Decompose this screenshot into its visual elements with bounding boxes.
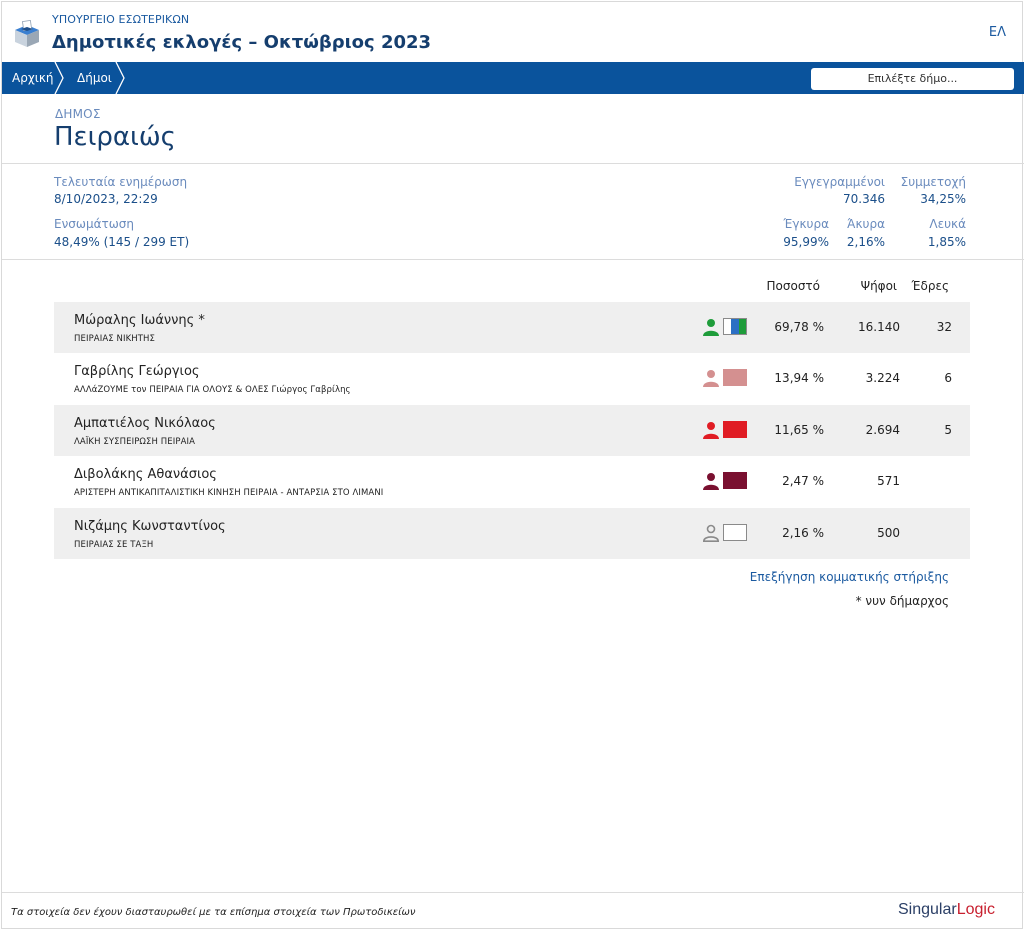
party-name: ΑΛΛάΖΟΥΜΕ τον ΠΕΙΡΑΙΑ ΓΙΑ ΟΛΟΥΣ & ΟΛΕΣ Γ… [74,385,351,395]
seats-value: 32 [936,320,952,334]
party-color-swatch [723,421,747,438]
breadcrumb-home[interactable]: Αρχική [12,71,54,85]
site-header: ΥΠΟΥΡΓΕΙΟ ΕΣΩΤΕΡΙΚΩΝ Δημοτικές εκλογές –… [2,2,1024,62]
incumbent-note: * νυν δήμαρχος [855,594,949,608]
language-switch[interactable]: ΕΛ [988,25,1006,40]
invalid-value: 2,16% [846,235,885,249]
registered-label: Εγγεγραμμένοι [794,175,885,189]
table-row[interactable]: Μώραλης Ιωάννης * ΠΕΙΡΑΙΑΣ ΝΙΚΗΤΗΣ 69,78… [54,302,970,353]
seats-value: 6 [944,371,952,385]
divider [2,259,1024,260]
integration-value: 48,49% (145 / 299 ΕΤ) [54,235,190,249]
brand-part-1: Singular [898,901,957,918]
column-header-votes: Ψήφοι [860,279,897,293]
brand-logo[interactable]: SingularLogic [898,901,995,919]
municipality-label: ΔΗΜΟΣ [55,107,101,121]
table-row[interactable]: Νιζάμης Κωνσταντίνος ΠΕΙΡΑΙΑΣ ΣΕ ΤΑΞΗ 2,… [54,508,970,559]
party-color-swatch [723,369,747,386]
turnout-value: 34,25% [920,192,966,206]
votes-value: 2.694 [865,423,900,437]
column-header-seats: Έδρες [911,279,949,293]
municipality-name: Πειραιώς [54,122,176,152]
candidate-name: Μώραλης Ιωάννης * [74,313,205,328]
party-color-swatch [723,524,747,541]
seats-value: 5 [944,423,952,437]
table-row[interactable]: Διβολάκης Αθανάσιος ΑΡΙΣΤΕΡΗ ΑΝΤΙΚΑΠΙΤΑΛ… [54,456,970,507]
percent-value: 11,65 % [774,423,824,437]
divider [2,163,1024,164]
divider [2,892,1024,893]
chevron-right-icon [115,62,125,94]
percent-value: 2,16 % [782,526,824,540]
column-header-percent: Ποσοστό [766,279,820,293]
party-name: ΑΡΙΣΤΕΡΗ ΑΝΤΙΚΑΠΙΤΑΛΙΣΤΙΚΗ ΚΙΝΗΣΗ ΠΕΙΡΑΙ… [74,488,384,498]
person-icon [703,473,719,490]
breadcrumb-municipalities[interactable]: Δήμοι [77,71,112,85]
table-row[interactable]: Αμπατιέλος Νικόλαος ΛΑΪΚΗ ΣΥΣΠΕΙΡΩΣΗ ΠΕΙ… [54,405,970,456]
registered-value: 70.346 [843,192,885,206]
candidate-name: Νιζάμης Κωνσταντίνος [74,519,226,534]
last-update-label: Τελευταία ενημέρωση [54,175,188,189]
party-name: ΛΑΪΚΗ ΣΥΣΠΕΙΡΩΣΗ ΠΕΙΡΑΙΑ [74,437,196,447]
votes-value: 571 [877,474,900,488]
valid-label: Έγκυρα [783,217,829,231]
disclaimer-text: Τα στοιχεία δεν έχουν διασταυρωθεί με τα… [11,907,416,918]
table-row[interactable]: Γαβρίλης Γεώργιος ΑΛΛάΖΟΥΜΕ τον ΠΕΙΡΑΙΑ … [54,353,970,404]
candidate-name: Αμπατιέλος Νικόλαος [74,416,216,431]
person-outline-icon [702,524,720,542]
brand-part-2: Logic [956,901,995,918]
party-color-swatch [723,472,747,489]
ministry-name: ΥΠΟΥΡΓΕΙΟ ΕΣΩΤΕΡΙΚΩΝ [52,13,190,26]
person-icon [703,370,719,387]
party-name: ΠΕΙΡΑΙΑΣ ΝΙΚΗΤΗΣ [74,334,155,344]
candidate-name: Γαβρίλης Γεώργιος [74,364,200,379]
last-update-value: 8/10/2023, 22:29 [54,192,158,206]
person-icon [703,422,719,439]
percent-value: 69,78 % [774,320,824,334]
invalid-label: Άκυρα [847,217,885,231]
party-name: ΠΕΙΡΑΙΑΣ ΣΕ ΤΑΞΗ [74,540,154,550]
party-color-swatch [723,318,747,335]
percent-value: 13,94 % [774,371,824,385]
integration-label: Ενσωμάτωση [54,217,134,231]
turnout-label: Συμμετοχή [900,175,966,189]
votes-value: 500 [877,526,900,540]
blank-value: 1,85% [927,235,966,249]
valid-value: 95,99% [783,235,829,249]
votes-value: 16.140 [858,320,900,334]
page-title: Δημοτικές εκλογές – Οκτώβριος 2023 [52,32,432,53]
municipality-select[interactable]: Επιλέξτε δήμο... [811,68,1014,90]
candidate-name: Διβολάκης Αθανάσιος [74,467,217,482]
votes-value: 3.224 [865,371,900,385]
percent-value: 2,47 % [782,474,824,488]
chevron-right-icon [54,62,64,94]
party-support-explanation-link[interactable]: Επεξήγηση κομματικής στήριξης [749,570,949,584]
person-icon [703,319,719,336]
ballot-box-icon [15,20,39,47]
breadcrumb: Αρχική Δήμοι Επιλέξτε δήμο... [2,62,1024,94]
blank-label: Λευκά [929,217,966,231]
